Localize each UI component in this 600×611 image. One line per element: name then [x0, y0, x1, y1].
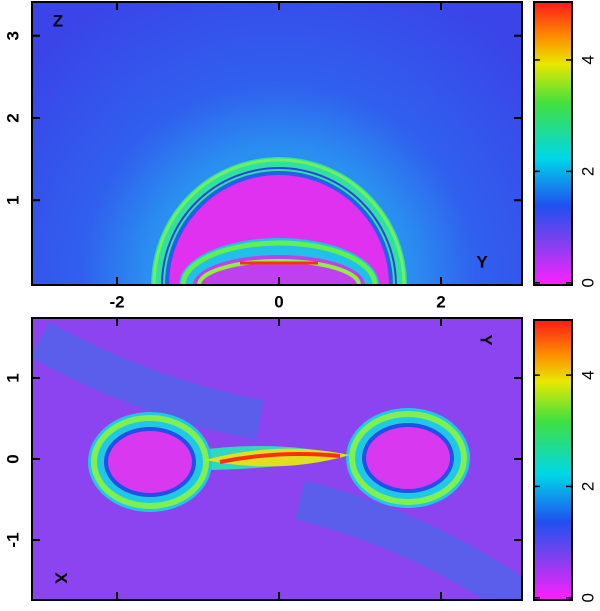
- colorbar-tick-label: 4: [578, 55, 597, 64]
- heatmap-image: [32, 2, 522, 285]
- colorbar: [533, 319, 573, 601]
- colorbar-tick-label: 2: [578, 167, 597, 176]
- colorbar-tick-label: 2: [578, 482, 597, 491]
- colorbar: [533, 1, 573, 286]
- colorbar-tick-label: 0: [578, 593, 597, 602]
- y-tick-label: 3: [3, 31, 22, 40]
- axis-label: X: [52, 572, 71, 584]
- axis-label: Z: [53, 11, 63, 30]
- x-tick-label: 0: [274, 292, 283, 311]
- y-tick-label: 1: [3, 373, 22, 382]
- axis-label: Y: [476, 252, 488, 271]
- y-tick-label: 0: [3, 454, 22, 463]
- heatmap-image: [32, 318, 522, 600]
- axis-label: Y: [477, 334, 496, 346]
- y-tick-label: -1: [3, 532, 22, 547]
- colorbar-tick-label: 0: [578, 278, 597, 287]
- colorbar-tick-label: 4: [578, 370, 597, 379]
- plot-frame: [31, 1, 523, 286]
- x-tick-label: -2: [109, 292, 124, 311]
- y-tick-label: 2: [3, 113, 22, 122]
- y-tick-label: 1: [3, 196, 22, 205]
- x-tick-label: 2: [436, 292, 445, 311]
